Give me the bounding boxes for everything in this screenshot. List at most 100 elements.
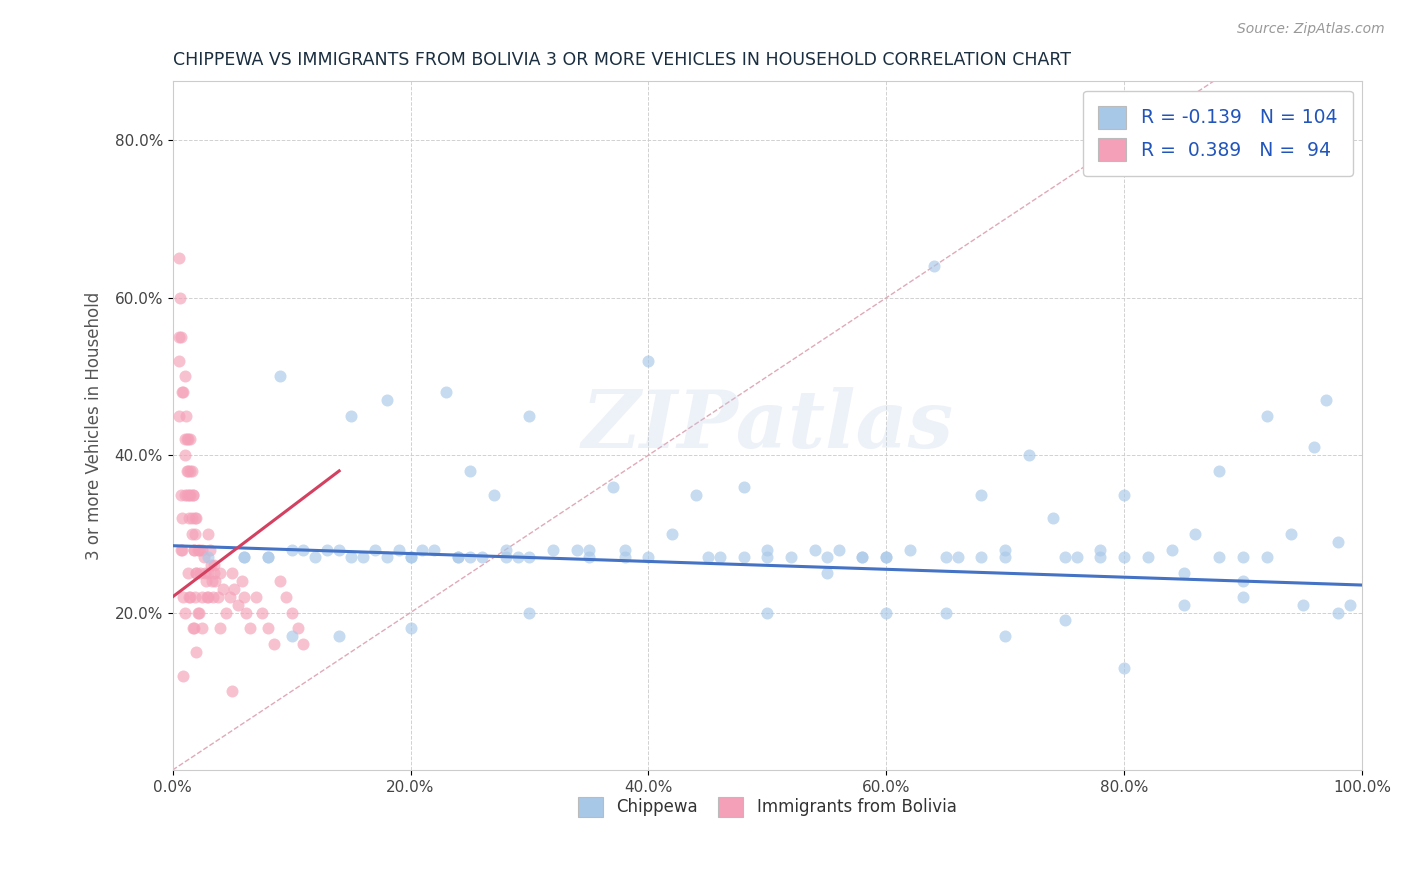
Point [167,353,190,368]
Point [186,566,208,581]
Point [875,606,897,620]
Point [875,550,897,565]
Point [173,433,195,447]
Point [1232,590,1254,604]
Point [191,590,214,604]
Point [183,542,205,557]
Point [224,582,246,596]
Point [434,385,457,400]
Point [172,590,194,604]
Point [994,542,1017,557]
Point [827,542,849,557]
Point [304,550,326,565]
Point [1184,527,1206,541]
Point [1090,542,1112,557]
Point [399,550,422,565]
Point [935,550,957,565]
Point [188,566,211,581]
Point [173,487,195,501]
Point [287,621,309,635]
Point [922,260,945,274]
Point [235,606,257,620]
Point [1279,527,1302,541]
Point [733,550,755,565]
Point [458,550,481,565]
Point [173,448,195,462]
Point [1160,542,1182,557]
Point [780,550,803,565]
Point [709,550,731,565]
Point [411,542,433,557]
Point [204,574,226,588]
Point [1315,393,1337,408]
Point [180,511,202,525]
Point [1327,606,1350,620]
Point [458,464,481,478]
Point [218,590,240,604]
Point [756,550,779,565]
Point [172,385,194,400]
Point [173,606,195,620]
Point [756,606,779,620]
Point [1053,550,1076,565]
Point [183,542,205,557]
Point [195,590,218,604]
Point [226,598,249,612]
Point [519,550,541,565]
Point [364,542,387,557]
Point [495,542,517,557]
Point [256,621,278,635]
Point [187,606,209,620]
Point [519,606,541,620]
Point [399,621,422,635]
Point [815,566,838,581]
Point [184,527,207,541]
Point [1114,550,1136,565]
Point [186,566,208,581]
Point [423,542,446,557]
Point [613,542,636,557]
Point [170,542,193,557]
Point [399,550,422,565]
Point [851,550,873,565]
Point [804,542,827,557]
Point [197,590,219,604]
Point [179,487,201,501]
Point [1339,598,1361,612]
Point [292,542,315,557]
Point [250,606,273,620]
Text: CHIPPEWA VS IMMIGRANTS FROM BOLIVIA 3 OR MORE VEHICLES IN HOUSEHOLD CORRELATION : CHIPPEWA VS IMMIGRANTS FROM BOLIVIA 3 OR… [173,51,1070,69]
Point [328,629,350,643]
Point [211,582,233,596]
Point [202,566,225,581]
Point [198,542,221,557]
Point [172,511,194,525]
Point [541,542,564,557]
Point [1291,598,1313,612]
Point [340,550,363,565]
Point [172,385,194,400]
Point [447,550,470,565]
Point [179,464,201,478]
Point [851,550,873,565]
Point [1114,661,1136,675]
Point [191,542,214,557]
Legend: Chippewa, Immigrants from Bolivia: Chippewa, Immigrants from Bolivia [572,790,963,823]
Point [375,393,398,408]
Point [935,606,957,620]
Point [233,550,256,565]
Point [280,542,302,557]
Point [1232,550,1254,565]
Point [815,550,838,565]
Point [173,369,195,384]
Point [207,590,229,604]
Point [179,511,201,525]
Point [179,433,201,447]
Point [170,330,193,344]
Point [340,409,363,423]
Point [1042,511,1064,525]
Point [280,606,302,620]
Point [1173,598,1195,612]
Point [994,550,1017,565]
Point [1256,550,1278,565]
